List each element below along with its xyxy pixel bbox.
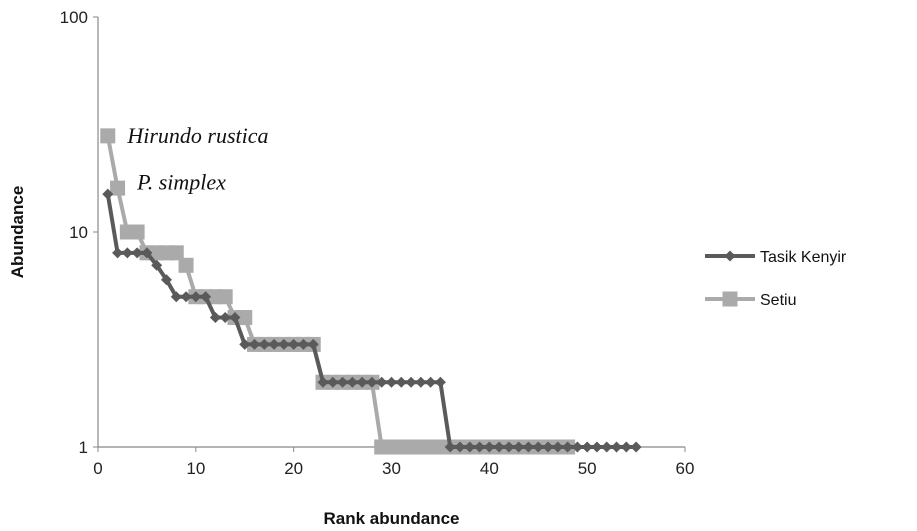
data-point (337, 376, 349, 388)
data-point (542, 441, 554, 453)
data-point (141, 247, 153, 259)
data-point (219, 312, 231, 324)
data-point (112, 247, 124, 259)
data-point (217, 289, 233, 305)
legend-marker (724, 250, 736, 262)
annotations: Hirundo rustica P. simplex (126, 123, 268, 195)
legend-swatch-tasik-kenyir (705, 250, 755, 262)
legend: Tasik Kenyir Setiu (705, 249, 847, 309)
x-tick-label: 0 (93, 459, 102, 478)
annotation-p-simplex: P. simplex (136, 169, 226, 194)
data-point (630, 441, 642, 453)
data-point (356, 376, 368, 388)
x-axis-title: Rank abundance (323, 509, 459, 528)
annotation-hirundo-rustica: Hirundo rustica (126, 123, 268, 148)
data-point (376, 376, 388, 388)
data-point (532, 441, 544, 453)
data-point (562, 441, 574, 453)
y-tick-label: 1 (79, 438, 88, 457)
data-point (237, 310, 253, 326)
data-point (474, 441, 486, 453)
x-tick-label: 50 (578, 459, 597, 478)
data-point (483, 441, 495, 453)
data-point (611, 441, 623, 453)
x-tick-label: 40 (480, 459, 499, 478)
x-tick-label: 10 (186, 459, 205, 478)
data-point (503, 441, 515, 453)
data-point (100, 128, 116, 144)
data-point (591, 441, 603, 453)
data-point (168, 245, 184, 261)
data-point (434, 376, 446, 388)
data-point (278, 338, 290, 350)
data-point (386, 376, 397, 388)
data-point (346, 376, 358, 388)
series-line (105, 193, 637, 449)
labels: Rank abundance Abundance (8, 186, 460, 528)
data-point (581, 441, 593, 453)
axes: 0 10 20 30 40 50 60 1 10 100 (60, 8, 695, 478)
data-point (366, 376, 378, 388)
data-point (317, 376, 329, 388)
data-point (307, 338, 319, 350)
data-point (249, 338, 261, 350)
legend-label-setiu: Setiu (760, 292, 796, 309)
data-point (170, 291, 182, 303)
data-point (200, 291, 212, 303)
data-point (415, 376, 427, 388)
x-tick-label: 60 (676, 459, 695, 478)
data-point (620, 441, 632, 453)
data-point (327, 376, 339, 388)
legend-marker (722, 291, 738, 307)
legend-label-tasik-kenyir: Tasik Kenyir (760, 249, 847, 266)
data-point (178, 257, 194, 273)
legend-swatch-setiu (705, 291, 755, 307)
data-point (121, 247, 133, 259)
data-point (258, 338, 270, 350)
data-point (425, 376, 437, 388)
series-layer (100, 128, 642, 455)
data-point (601, 441, 613, 453)
x-tick-label: 20 (284, 459, 303, 478)
data-point (288, 338, 300, 350)
y-tick-label: 100 (60, 8, 88, 27)
data-point (129, 224, 145, 240)
data-point (229, 312, 241, 324)
y-tick-label: 10 (69, 223, 88, 242)
data-point (493, 441, 505, 453)
series-tasik-kenyir (102, 188, 642, 453)
data-point (464, 441, 476, 453)
data-point (522, 441, 534, 453)
data-point (454, 441, 466, 453)
data-point (131, 247, 143, 259)
data-point (209, 312, 221, 324)
data-point (180, 291, 192, 303)
data-point (552, 441, 564, 453)
data-point (160, 274, 172, 286)
x-tick-label: 30 (382, 459, 401, 478)
data-point (444, 441, 456, 453)
data-point (151, 259, 163, 271)
data-point (239, 338, 251, 350)
data-point (110, 180, 126, 196)
data-point (571, 441, 583, 453)
data-point (395, 376, 407, 388)
y-axis-title: Abundance (8, 186, 27, 279)
data-point (513, 441, 525, 453)
data-point (190, 291, 202, 303)
data-point (102, 188, 114, 200)
data-point (297, 338, 309, 350)
data-point (405, 376, 417, 388)
data-point (268, 338, 280, 350)
